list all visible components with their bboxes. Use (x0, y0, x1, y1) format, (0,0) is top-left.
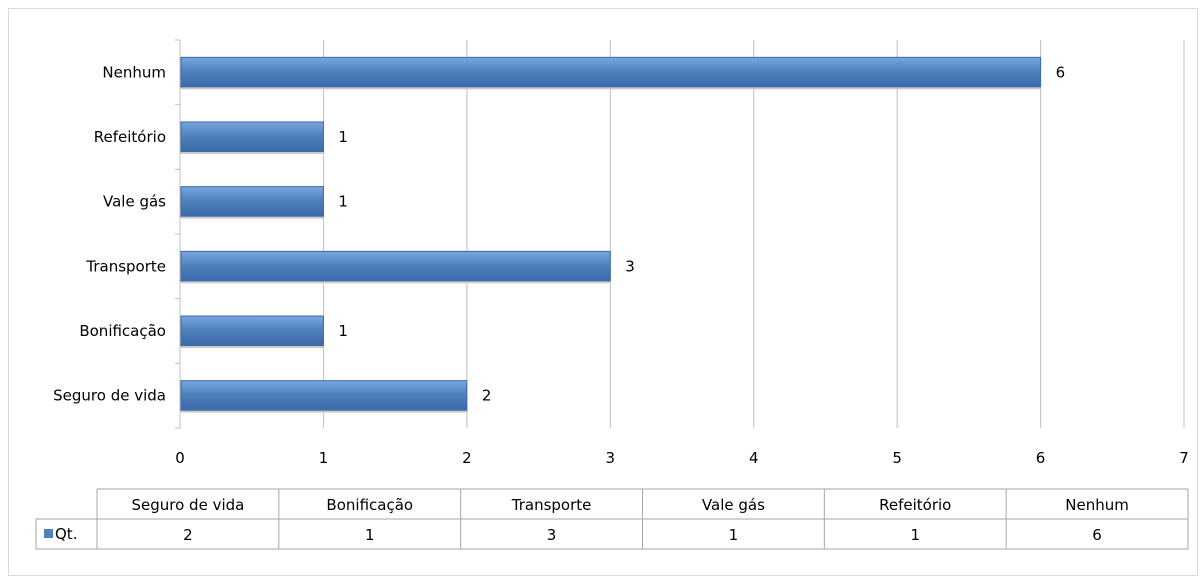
x-tick-label: 1 (319, 449, 329, 467)
table-header-cell: Seguro de vida (131, 496, 244, 514)
bar-shadow (181, 346, 325, 348)
table-value-cell: 2 (183, 526, 193, 544)
bar (180, 315, 324, 347)
x-tick-label: 7 (1179, 449, 1189, 467)
table-header-cell: Bonificação (326, 496, 413, 514)
bar-shadow (181, 87, 1042, 90)
data-label: 1 (338, 128, 348, 146)
category-label: Refeitório (94, 128, 166, 146)
x-tick-label: 4 (749, 449, 759, 467)
data-label: 1 (338, 193, 348, 211)
data-label: 1 (338, 322, 348, 340)
x-tick-label: 5 (892, 449, 902, 467)
bar (180, 380, 468, 412)
category-label: Nenhum (102, 63, 166, 81)
x-tick-label: 2 (462, 449, 472, 467)
table-value-cell: 1 (365, 526, 375, 544)
category-label: Vale gás (103, 193, 166, 211)
category-label: Transporte (85, 257, 166, 275)
data-label: 6 (1056, 63, 1066, 81)
x-tick-label: 6 (1036, 449, 1046, 467)
chart-frame (8, 8, 1198, 576)
table-header-cell: Vale gás (702, 496, 765, 514)
bar-shadow (181, 152, 325, 154)
table-header-cell: Nenhum (1065, 496, 1129, 514)
bar-shadow (181, 216, 325, 219)
table-value-cell: 1 (910, 526, 920, 544)
table-header-cell: Refeitório (879, 496, 951, 514)
table-value-cell: 1 (729, 526, 739, 544)
data-label: 3 (625, 257, 635, 275)
category-label: Seguro de vida (53, 387, 166, 405)
legend-label: Qt. (55, 525, 77, 543)
table-header-cell: Transporte (511, 496, 592, 514)
x-tick-label: 0 (175, 449, 185, 467)
data-label: 2 (482, 387, 492, 405)
bar (180, 56, 1042, 88)
x-tick-label: 3 (606, 449, 616, 467)
bar (180, 250, 611, 282)
bar-shadow (181, 410, 468, 413)
table-value-cell: 3 (547, 526, 557, 544)
bar-shadow (181, 281, 612, 284)
legend-swatch (44, 529, 53, 538)
category-label: Bonificação (79, 322, 166, 340)
bar (180, 121, 324, 153)
table-value-cell: 6 (1092, 526, 1102, 544)
bar (180, 186, 324, 218)
